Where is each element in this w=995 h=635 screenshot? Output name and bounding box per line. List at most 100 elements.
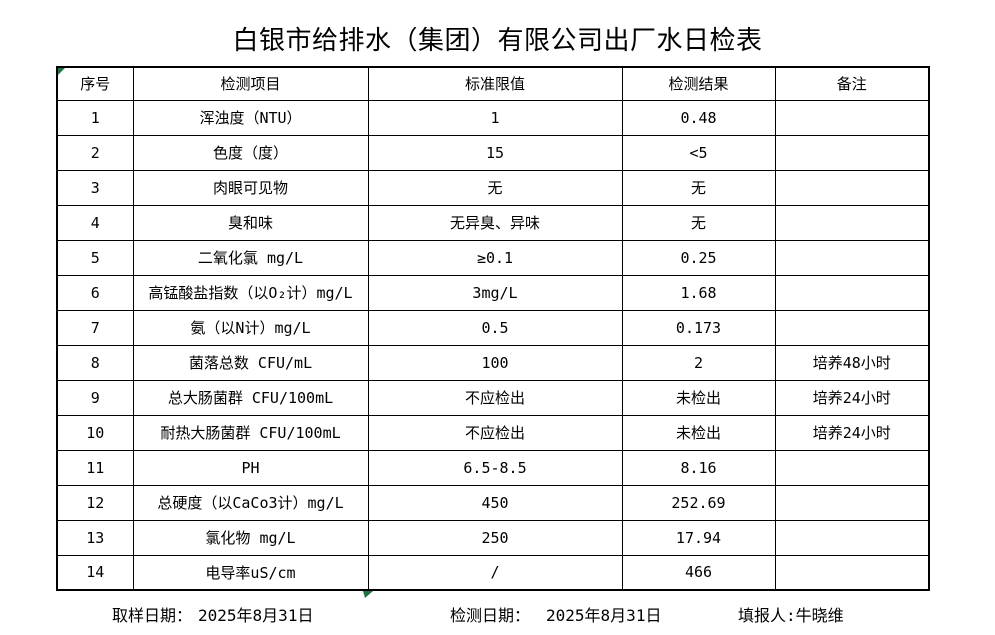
test-date: 检测日期： 2025年8月31日 [450, 602, 661, 626]
limit-cell: 0.5 [367, 309, 623, 346]
reporter: 填报人:牛晓维 [738, 602, 844, 626]
remark-cell [774, 99, 930, 136]
column-header-item: 检测项目 [132, 66, 369, 101]
row-no-cell: 11 [56, 449, 134, 486]
table-row: 9 总大肠菌群 CFU/100mL 不应检出 未检出 培养24小时 [56, 379, 930, 416]
table-row: 6 高锰酸盐指数（以O₂计）mg/L 3mg/L 1.68 [56, 274, 930, 311]
result-cell: 1.68 [621, 274, 776, 311]
limit-cell: 不应检出 [367, 414, 623, 451]
result-cell: 0.48 [621, 99, 776, 136]
result-cell: <5 [621, 134, 776, 171]
remark-cell [774, 484, 930, 521]
remark-cell [774, 554, 930, 591]
column-header-remark: 备注 [774, 66, 930, 101]
test-date-value: 2025年8月31日 [546, 606, 662, 625]
row-no-cell: 4 [56, 204, 134, 241]
table-body: 1 浑浊度（NTU） 1 0.48 2 色度（度） 15 <5 3 肉眼可见物无无 4 臭和味 无异臭、… [56, 99, 930, 591]
result-cell: 0.173 [621, 309, 776, 346]
row-no-cell: 5 [56, 239, 134, 276]
table-row: 7 氨（以N计）mg/L 0.5 0.173 [56, 309, 930, 346]
limit-cell: ≥0.1 [367, 239, 623, 276]
remark-cell [774, 239, 930, 276]
column-header-result: 检测结果 [621, 66, 776, 101]
remark-cell [774, 449, 930, 486]
remark-cell: 培养24小时 [774, 414, 930, 451]
result-cell: 0.25 [621, 239, 776, 276]
table-row: 8 菌落总数 CFU/mL 100 2 培养48小时 [56, 344, 930, 381]
test-date-label: 检测日期： [450, 606, 531, 625]
row-no-cell: 6 [56, 274, 134, 311]
table-row: 13 氯化物 mg/L 250 17.94 [56, 519, 930, 556]
limit-cell: 6.5-8.5 [367, 449, 623, 486]
row-no-cell: 2 [56, 134, 134, 171]
limit-cell: 无异臭、异味 [367, 204, 623, 241]
cell-handle-flag-icon [363, 591, 373, 598]
item-cell: 电导率uS/cm [132, 554, 369, 591]
limit-cell: 不应检出 [367, 379, 623, 416]
item-cell: 总大肠菌群 CFU/100mL [132, 379, 369, 416]
limit-cell: 无 [367, 169, 623, 206]
table-row: 11 PH 6.5-8.5 8.16 [56, 449, 930, 486]
item-cell: 色度（度） [132, 134, 369, 171]
item-cell: 臭和味 [132, 204, 369, 241]
reporter-value: 牛晓维 [795, 606, 844, 625]
row-no-cell: 10 [56, 414, 134, 451]
table-row: 3 肉眼可见物无无 [56, 169, 930, 206]
table-row: 4 臭和味 无异臭、异味无 [56, 204, 930, 241]
limit-cell: 3mg/L [367, 274, 623, 311]
table-row: 12 总硬度（以CaCo3计）mg/L 450 252.69 [56, 484, 930, 521]
remark-cell: 培养48小时 [774, 344, 930, 381]
sampling-date-value: 2025年8月31日 [198, 606, 314, 625]
remark-cell [774, 519, 930, 556]
row-no-cell: 3 [56, 169, 134, 206]
item-cell: 总硬度（以CaCo3计）mg/L [132, 484, 369, 521]
sampling-date: 取样日期： 2025年8月31日 [112, 602, 313, 626]
table-row: 5 二氧化氯 mg/L ≥0.1 0.25 [56, 239, 930, 276]
row-no-cell: 8 [56, 344, 134, 381]
limit-cell: 15 [367, 134, 623, 171]
result-cell: 17.94 [621, 519, 776, 556]
remark-cell [774, 274, 930, 311]
remark-cell [774, 169, 930, 206]
result-cell: 无 [621, 204, 776, 241]
result-cell: 未检出 [621, 414, 776, 451]
result-cell: 无 [621, 169, 776, 206]
row-no-cell: 7 [56, 309, 134, 346]
item-cell: 氯化物 mg/L [132, 519, 369, 556]
remark-cell [774, 309, 930, 346]
remark-cell: 培养24小时 [774, 379, 930, 416]
row-no-cell: 14 [56, 554, 134, 591]
column-header-no: 序号 [56, 66, 134, 101]
row-no-cell: 13 [56, 519, 134, 556]
item-cell: PH [132, 449, 369, 486]
item-cell: 菌落总数 CFU/mL [132, 344, 369, 381]
column-header-limit: 标准限值 [367, 66, 623, 101]
table-row: 14 电导率uS/cm/466 [56, 554, 930, 591]
inspection-table: 序号 检测项目 标准限值 检测结果 备注 1 浑浊度（NTU） 1 0.48 2 色度（度… [56, 66, 930, 591]
cell-corner-flag-icon [58, 68, 65, 75]
limit-cell: / [367, 554, 623, 591]
result-cell: 252.69 [621, 484, 776, 521]
table-row: 2 色度（度） 15 <5 [56, 134, 930, 171]
table-row: 10 耐热大肠菌群 CFU/100mL 不应检出 未检出 培养24小时 [56, 414, 930, 451]
table-header-row: 序号 检测项目 标准限值 检测结果 备注 [56, 66, 930, 101]
item-cell: 二氧化氯 mg/L [132, 239, 369, 276]
page-title: 白银市给排水（集团）有限公司出厂水日检表 [232, 26, 763, 56]
item-cell: 浑浊度（NTU） [132, 99, 369, 136]
item-cell: 氨（以N计）mg/L [132, 309, 369, 346]
item-cell: 高锰酸盐指数（以O₂计）mg/L [132, 274, 369, 311]
limit-cell: 1 [367, 99, 623, 136]
result-cell: 2 [621, 344, 776, 381]
row-no-cell: 12 [56, 484, 134, 521]
result-cell: 466 [621, 554, 776, 591]
table-row: 1 浑浊度（NTU） 1 0.48 [56, 99, 930, 136]
row-no-cell: 9 [56, 379, 134, 416]
row-no-cell: 1 [56, 99, 134, 136]
limit-cell: 100 [367, 344, 623, 381]
reporter-label: 填报人: [738, 606, 796, 625]
sampling-date-label: 取样日期： [112, 606, 193, 625]
limit-cell: 450 [367, 484, 623, 521]
item-cell: 耐热大肠菌群 CFU/100mL [132, 414, 369, 451]
item-cell: 肉眼可见物 [132, 169, 369, 206]
